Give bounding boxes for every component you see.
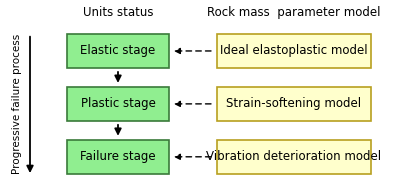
Bar: [217, 140, 371, 174]
Text: Plastic stage: Plastic stage: [80, 97, 156, 110]
Text: Rock mass  parameter model: Rock mass parameter model: [207, 6, 381, 19]
Bar: [67, 34, 169, 68]
Text: Elastic stage: Elastic stage: [80, 44, 156, 57]
Text: Units status: Units status: [83, 6, 153, 19]
Bar: [217, 87, 371, 121]
Bar: [67, 140, 169, 174]
Bar: [217, 34, 371, 68]
Text: Progressive failure process: Progressive failure process: [12, 34, 22, 174]
Text: Vibration deterioration model: Vibration deterioration model: [206, 150, 382, 163]
Text: Failure stage: Failure stage: [80, 150, 156, 163]
Text: Strain-softening model: Strain-softening model: [226, 97, 362, 110]
Bar: [67, 87, 169, 121]
Text: Ideal elastoplastic model: Ideal elastoplastic model: [220, 44, 368, 57]
